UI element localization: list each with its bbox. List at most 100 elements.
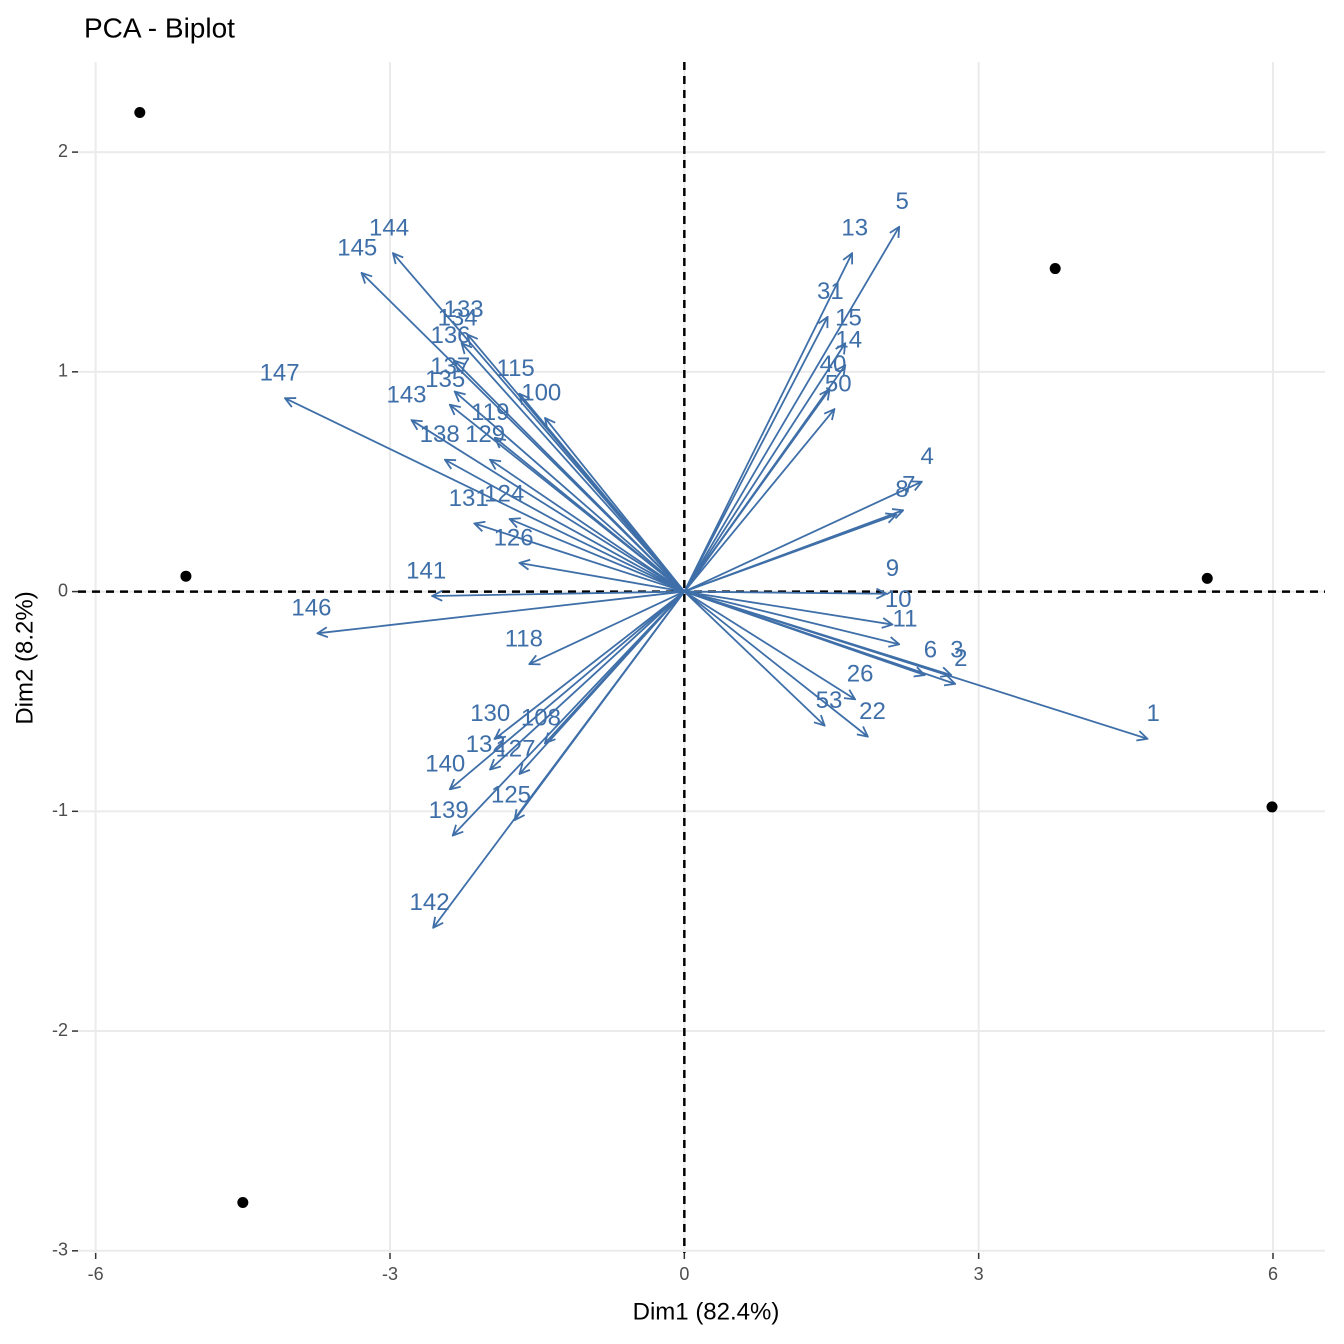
vector-label: 138 (420, 421, 460, 448)
vector-arrow (462, 343, 686, 593)
x-tick-label: -3 (382, 1264, 398, 1284)
x-tick-label: 6 (1268, 1264, 1278, 1284)
vector-label: 26 (847, 661, 874, 688)
vector-label: 13 (841, 215, 868, 242)
point (1201, 572, 1213, 584)
vector-arrow (684, 590, 924, 676)
vector-arrow (683, 227, 899, 593)
vector-label: 10 (885, 586, 912, 613)
vector-arrow (495, 438, 685, 593)
vector-arrow (510, 519, 685, 593)
vector-label: 53 (816, 687, 843, 714)
y-tick-label: 1 (58, 361, 68, 381)
vector-label: 145 (337, 234, 377, 261)
vector-arrow (545, 418, 686, 593)
vector-label: 5 (896, 188, 909, 215)
vector-label: 125 (491, 781, 531, 808)
vector-arrow (683, 590, 855, 700)
vector-label: 135 (425, 366, 465, 393)
vector-label: 8 (895, 476, 908, 503)
vector-label: 7 (902, 472, 915, 499)
point (134, 107, 146, 119)
vector-arrow (684, 592, 886, 594)
vector-arrow (683, 409, 834, 593)
vector-label: 144 (369, 215, 409, 242)
vector-arrow (490, 590, 685, 770)
vector-label: 133 (444, 296, 484, 323)
vector-label: 11 (893, 606, 918, 633)
vector-label: 1 (1146, 700, 1159, 727)
y-axis-label: Dim2 (8.2%) (11, 591, 38, 724)
vector-label: 119 (471, 399, 509, 426)
x-tick-label: 3 (974, 1264, 984, 1284)
vector-label: 140 (425, 751, 465, 778)
vector-label: 143 (386, 382, 426, 409)
vector-arrow (684, 515, 896, 593)
vector-label: 115 (497, 355, 535, 382)
vector-label: 146 (291, 595, 331, 622)
vector-label: 124 (484, 480, 524, 507)
vector-arrow (285, 398, 685, 593)
vector-arrow (683, 389, 829, 593)
point (1266, 801, 1278, 813)
vector-label: 132 (466, 731, 506, 758)
x-tick-label: 0 (679, 1264, 689, 1284)
vector-label: 2 (954, 645, 967, 672)
y-tick-label: -1 (52, 800, 68, 820)
vector-label: 31 (817, 278, 844, 305)
vector-label: 127 (495, 735, 535, 762)
vector-arrow (412, 420, 685, 593)
vector-label: 141 (406, 557, 446, 584)
vector-arrow (520, 563, 685, 593)
vector-arrow (515, 591, 686, 821)
vector-label: 137 (430, 353, 470, 380)
vector-label: 118 (505, 625, 543, 652)
vector-label: 142 (410, 889, 450, 916)
vector-arrow (453, 590, 685, 836)
vector-label: 134 (438, 305, 478, 332)
vector-label: 3 (950, 636, 963, 663)
vector-arrow (683, 317, 827, 592)
vector-label: 139 (429, 797, 469, 824)
vector-arrow (450, 590, 685, 790)
y-tick-label: 2 (58, 141, 68, 161)
y-tick-label: -3 (52, 1240, 68, 1260)
vector-arrow (684, 590, 899, 645)
vector-label: 131 (449, 485, 489, 512)
vector-label: 9 (886, 555, 899, 582)
vector-arrow (495, 590, 685, 739)
vector-arrow (445, 460, 685, 593)
y-tick-label: 0 (58, 580, 68, 600)
point (237, 1196, 249, 1208)
vector-arrow (529, 590, 685, 665)
vector-label: 50 (825, 371, 852, 398)
vector-label: 147 (260, 360, 300, 387)
vector-arrow (545, 590, 685, 744)
chart-title: PCA - Biplot (84, 12, 235, 43)
x-axis-label: Dim1 (82.4%) (633, 1298, 780, 1325)
vector-arrow (684, 590, 892, 625)
vector-arrow (490, 460, 685, 593)
vector-label: 40 (820, 351, 847, 378)
vector-arrow (474, 523, 685, 593)
vector-arrow (317, 590, 685, 634)
vector-arrow (683, 253, 852, 592)
vector-arrow (683, 590, 824, 726)
vector-label: 130 (470, 700, 510, 727)
x-tick-label: -6 (88, 1264, 104, 1284)
vector-arrow (455, 392, 685, 593)
vector-arrow (455, 361, 685, 593)
vector-arrow (683, 482, 921, 593)
vector-label: 22 (859, 698, 886, 725)
vector-label: 126 (494, 524, 534, 551)
vector-arrow (684, 590, 951, 676)
vector-arrow (432, 592, 685, 596)
vector-label: 6 (924, 636, 937, 663)
vector-label: 4 (921, 443, 934, 470)
vector-label: 136 (430, 322, 470, 349)
vector-arrow (683, 343, 845, 593)
vector-label: 108 (521, 705, 561, 732)
vector-label: 129 (465, 421, 505, 448)
vector-arrow (683, 590, 867, 737)
